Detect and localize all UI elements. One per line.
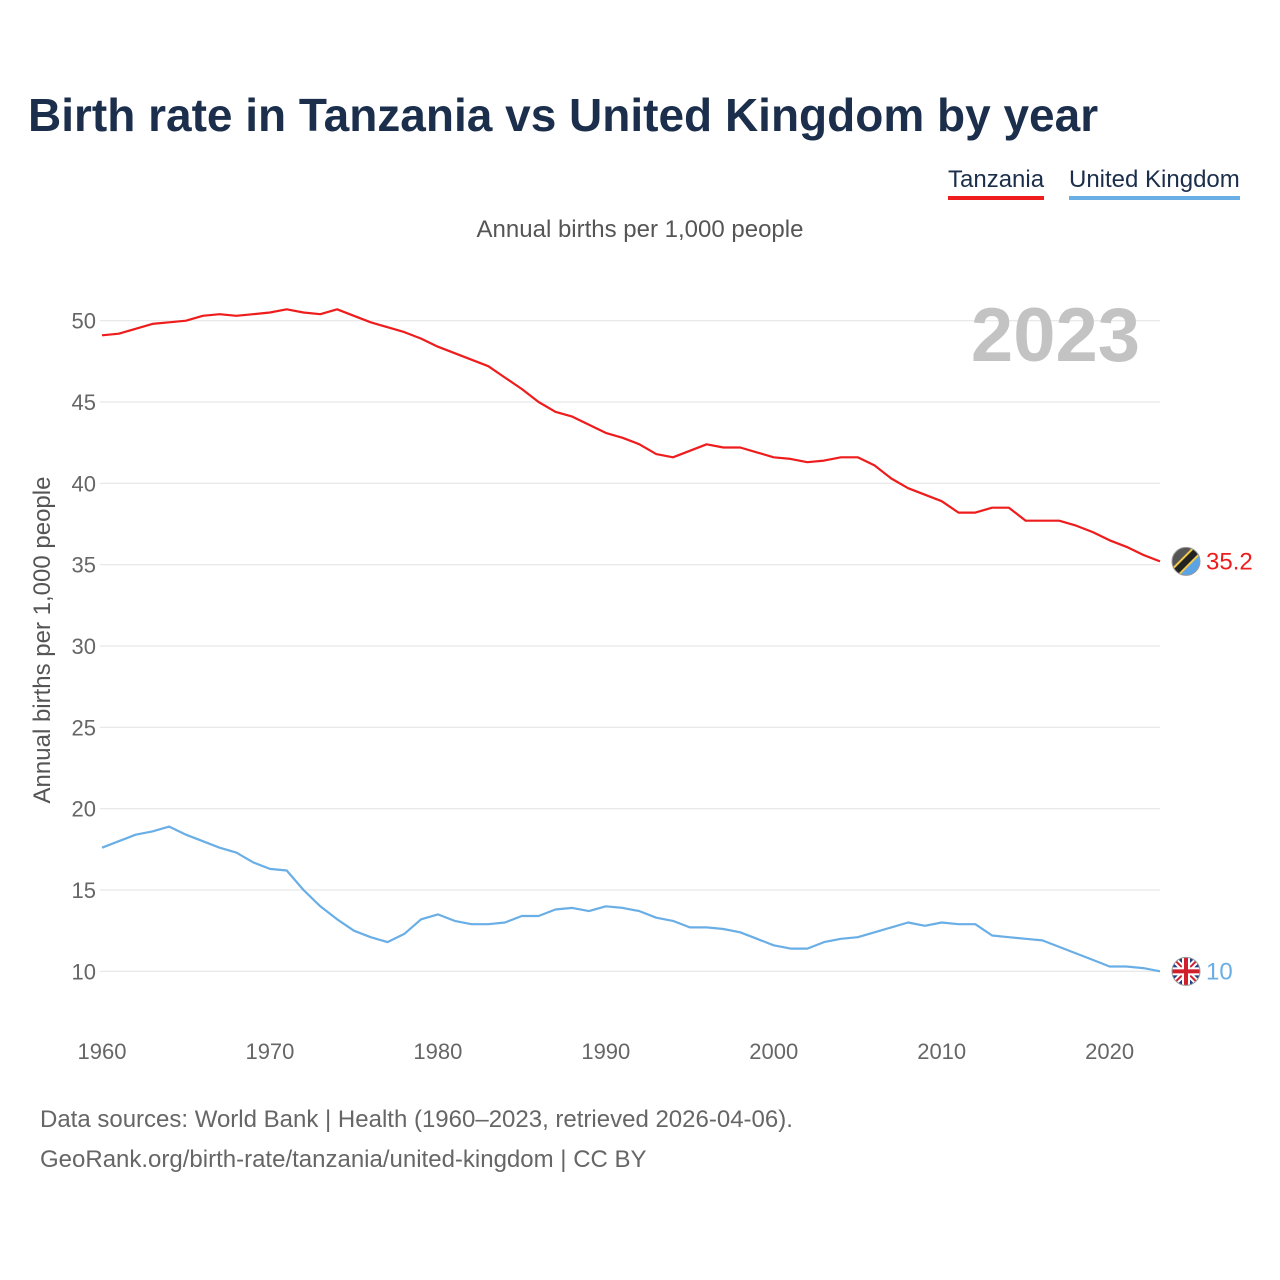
y-tick-label: 45 — [72, 390, 96, 415]
x-tick-label: 1990 — [581, 1039, 630, 1064]
y-tick-label: 25 — [72, 715, 96, 740]
united-kingdom-flag-icon — [1171, 956, 1201, 986]
grid-lines — [100, 320, 1160, 972]
x-tick-label: 2020 — [1085, 1039, 1134, 1064]
x-tick-label: 1960 — [78, 1039, 127, 1064]
y-tick-label: 15 — [72, 878, 96, 903]
y-axis-label: Annual births per 1,000 people — [29, 477, 56, 804]
series-line-united-kingdom — [101, 825, 1161, 973]
x-tick-label: 2000 — [749, 1039, 798, 1064]
y-tick-label: 20 — [72, 797, 96, 822]
footer-source: Data sources: World Bank | Health (1960–… — [40, 1106, 793, 1133]
chart-title: Birth rate in Tanzania vs United Kingdom… — [28, 89, 1099, 141]
year-label: 2023 — [971, 293, 1140, 378]
x-tick-label: 1980 — [413, 1039, 462, 1064]
x-tick-label: 2010 — [917, 1039, 966, 1064]
tanzania-end-value: 35.2 — [1206, 548, 1253, 575]
x-tick-label: 1970 — [245, 1039, 294, 1064]
chart-subtitle: Annual births per 1,000 people — [476, 216, 804, 243]
y-tick-label: 30 — [72, 634, 96, 659]
y-tick-label: 35 — [72, 553, 96, 578]
series-line-tanzania — [101, 308, 1161, 563]
series-layer — [101, 308, 1161, 973]
legend-united-kingdom[interactable]: United Kingdom — [1069, 166, 1240, 200]
tanzania-flag-icon — [1171, 546, 1201, 576]
y-tick-label: 10 — [72, 959, 96, 984]
footer-attribution: GeoRank.org/birth-rate/tanzania/united-k… — [40, 1146, 647, 1173]
y-tick-label: 50 — [72, 309, 96, 334]
y-axis-ticks: 10 15 20 25 30 35 40 45 50 — [72, 309, 96, 985]
united-kingdom-end-value: 10 — [1206, 958, 1233, 985]
y-tick-label: 40 — [72, 471, 96, 496]
legend-tanzania[interactable]: Tanzania — [948, 166, 1045, 200]
x-axis-ticks: 1960 1970 1980 1990 2000 2010 2020 — [78, 1039, 1135, 1064]
